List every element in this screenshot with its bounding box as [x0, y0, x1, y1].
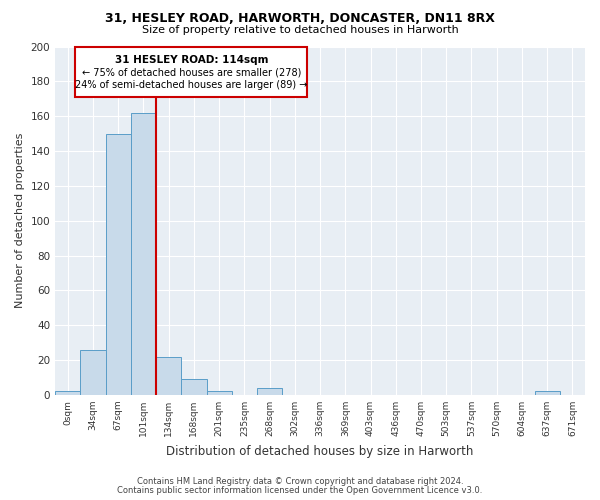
Bar [131, 112, 156, 395]
Text: 31, HESLEY ROAD, HARWORTH, DONCASTER, DN11 8RX: 31, HESLEY ROAD, HARWORTH, DONCASTER, DN… [105, 12, 495, 26]
Bar [156, 356, 181, 395]
Bar [55, 392, 80, 395]
Bar [106, 134, 131, 395]
Bar [206, 392, 232, 395]
FancyBboxPatch shape [76, 46, 307, 97]
Bar [257, 388, 282, 395]
Bar [80, 350, 106, 395]
Text: 31 HESLEY ROAD: 114sqm: 31 HESLEY ROAD: 114sqm [115, 55, 268, 65]
X-axis label: Distribution of detached houses by size in Harworth: Distribution of detached houses by size … [166, 444, 474, 458]
Y-axis label: Number of detached properties: Number of detached properties [15, 133, 25, 308]
Text: Contains HM Land Registry data © Crown copyright and database right 2024.: Contains HM Land Registry data © Crown c… [137, 477, 463, 486]
Bar [181, 380, 206, 395]
Text: ← 75% of detached houses are smaller (278): ← 75% of detached houses are smaller (27… [82, 68, 301, 78]
Text: Size of property relative to detached houses in Harworth: Size of property relative to detached ho… [142, 25, 458, 35]
Bar [535, 392, 560, 395]
Text: 24% of semi-detached houses are larger (89) →: 24% of semi-detached houses are larger (… [75, 80, 308, 90]
Text: Contains public sector information licensed under the Open Government Licence v3: Contains public sector information licen… [118, 486, 482, 495]
